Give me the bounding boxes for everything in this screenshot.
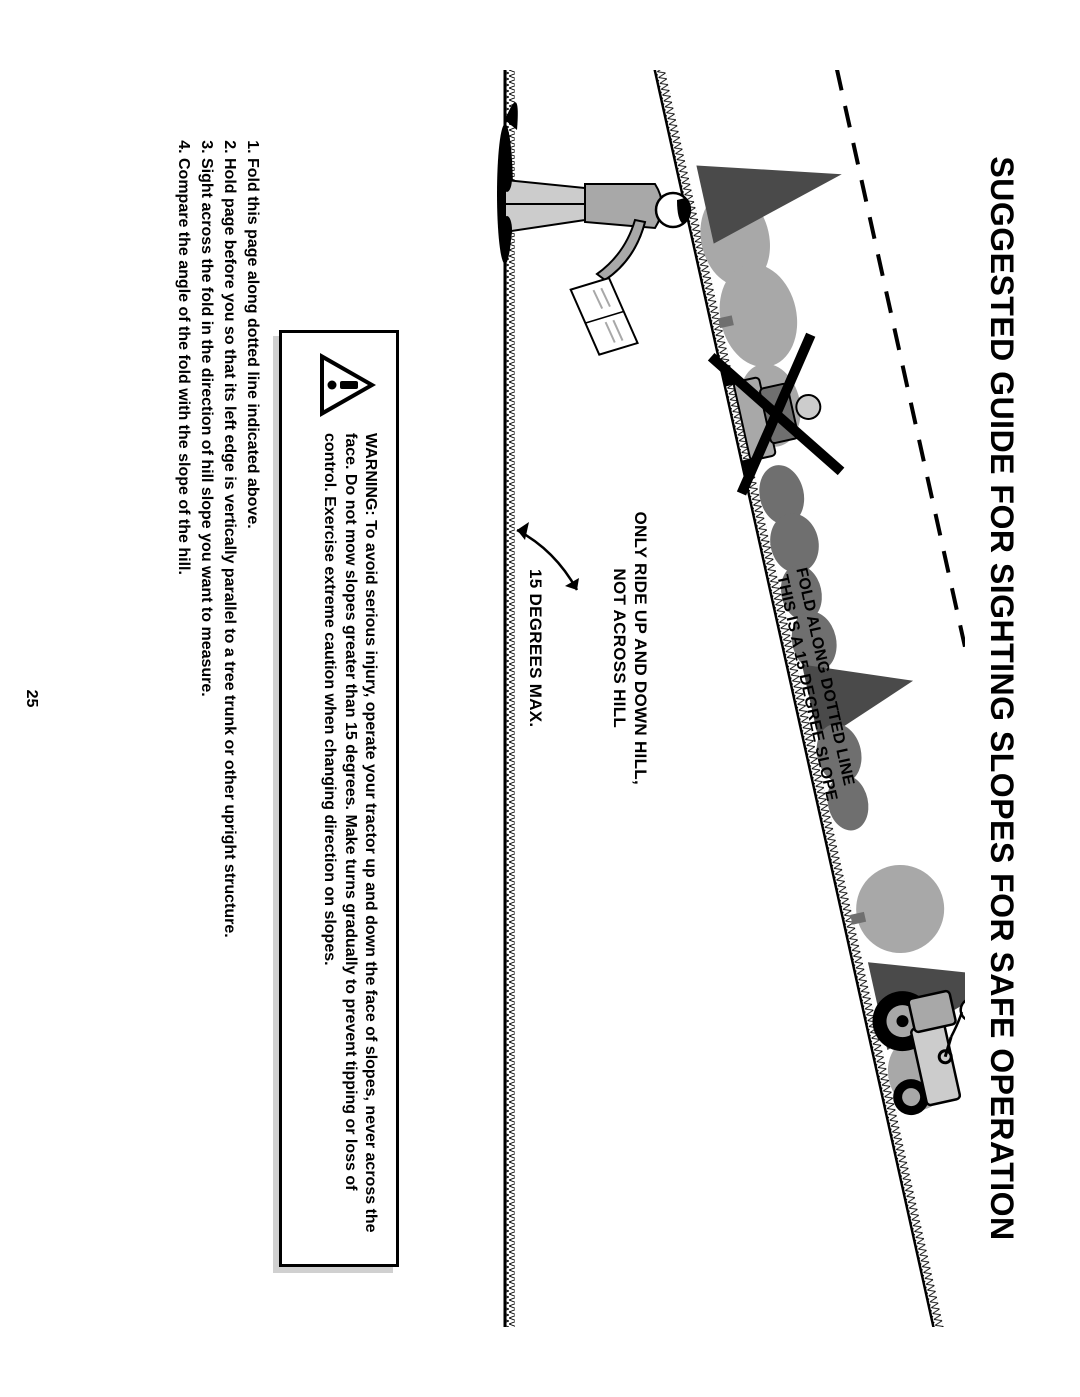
- instruction-list: Fold this page along dotted line indicat…: [173, 130, 263, 1267]
- warning-box: WARNING: To avoid serious injury, operat…: [279, 330, 399, 1267]
- ride-line-2: NOT ACROSS HILL: [610, 568, 629, 728]
- page-number: 25: [22, 690, 40, 708]
- warning-body: To avoid serious injury, operate your tr…: [321, 433, 379, 1233]
- warning-triangle-icon: [318, 351, 378, 419]
- instruction-item: Sight across the fold in the direction o…: [196, 158, 217, 1267]
- warning-text: WARNING: To avoid serious injury, operat…: [319, 433, 380, 1244]
- slope-diagram: FOLD ALONG DOTTED LINE THIS IS A 15 DEGR…: [405, 70, 965, 1327]
- warning-heading: WARNING:: [362, 433, 379, 516]
- page-title: SUGGESTED GUIDE FOR SIGHTING SLOPES FOR …: [983, 70, 1020, 1327]
- instruction-item: Fold this page along dotted line indicat…: [242, 158, 263, 1267]
- instruction-item: Hold page before you so that its left ed…: [219, 158, 240, 1267]
- max-angle-label: 15 DEGREES MAX.: [525, 569, 545, 728]
- diagram-svg: [405, 70, 965, 1327]
- instruction-item: Compare the angle of the fold with the s…: [173, 158, 194, 1267]
- ride-line-1: ONLY RIDE UP AND DOWN HILL,: [631, 511, 650, 785]
- ride-direction-label: ONLY RIDE UP AND DOWN HILL, NOT ACROSS H…: [609, 511, 652, 785]
